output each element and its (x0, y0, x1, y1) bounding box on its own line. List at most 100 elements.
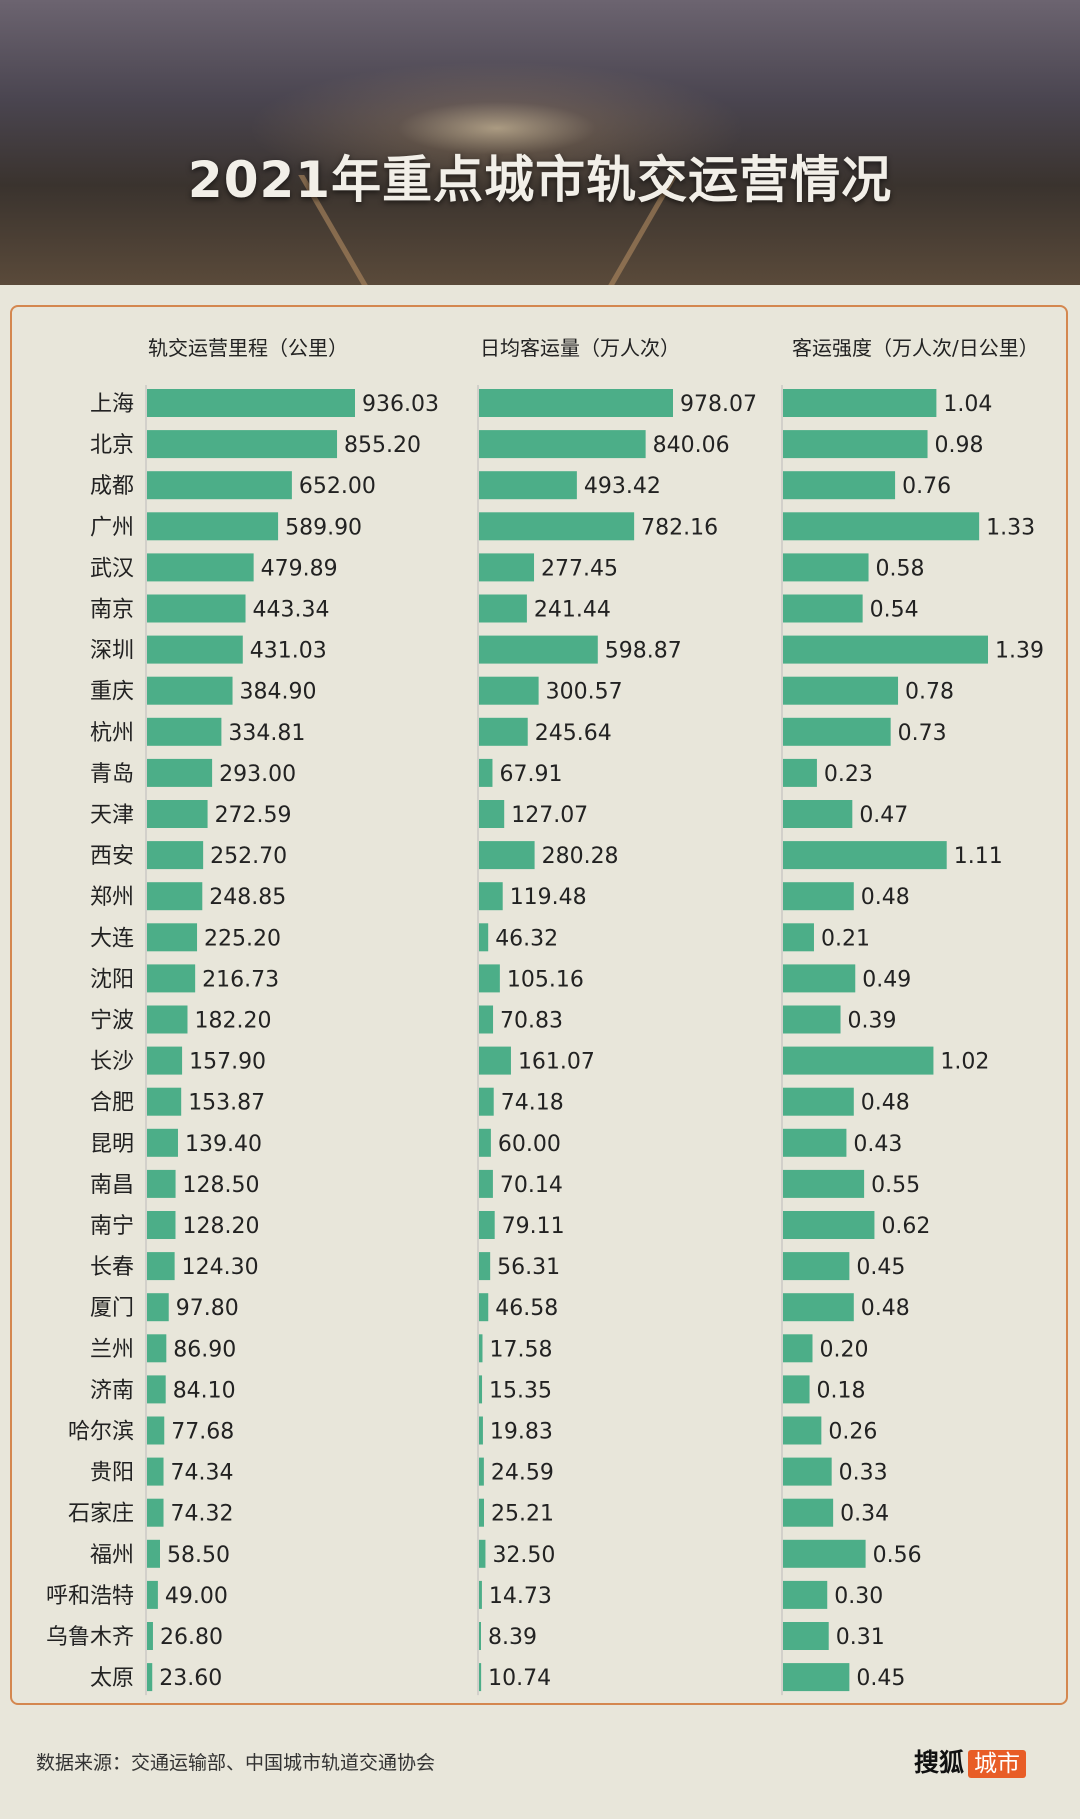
value-label: 161.07 (518, 1050, 595, 1075)
bar-1 (479, 964, 500, 993)
value-label: 0.58 (876, 556, 925, 581)
bar-2 (783, 635, 988, 664)
bar-1 (479, 1457, 484, 1486)
value-label: 157.90 (189, 1050, 266, 1075)
value-label: 58.50 (167, 1543, 230, 1568)
value-label: 0.43 (853, 1132, 902, 1157)
bar-0 (147, 1622, 153, 1650)
bar-2 (783, 1293, 854, 1322)
value-label: 128.50 (183, 1173, 260, 1198)
category-label: 贵阳 (90, 1461, 134, 1486)
value-label: 46.32 (495, 926, 558, 951)
bar-0 (147, 1293, 169, 1322)
bar-2 (783, 389, 937, 417)
bar-1 (479, 512, 635, 541)
category-label: 济南 (90, 1378, 134, 1403)
value-label: 127.07 (511, 803, 588, 828)
value-label: 384.90 (240, 680, 317, 705)
bar-0 (147, 1169, 176, 1198)
value-label: 0.55 (871, 1173, 920, 1198)
bar-2 (783, 964, 856, 993)
value-label: 293.00 (219, 762, 296, 787)
bar-1 (479, 676, 539, 705)
category-label: 广州 (90, 515, 134, 540)
bar-1 (479, 800, 505, 828)
value-label: 49.00 (165, 1584, 228, 1609)
value-label: 77.68 (171, 1420, 234, 1445)
value-label: 0.49 (862, 967, 911, 992)
value-label: 14.73 (489, 1584, 552, 1609)
value-label: 334.81 (228, 721, 305, 746)
data-source: 数据来源：交通运输部、中国城市轨道交通协会 (36, 1752, 436, 1774)
value-label: 241.44 (534, 598, 611, 623)
value-label: 153.87 (188, 1091, 265, 1116)
category-label: 乌鲁木齐 (46, 1625, 134, 1650)
value-label: 46.58 (495, 1296, 558, 1321)
bar-1 (479, 1087, 494, 1116)
chart-panel (10, 305, 1068, 1705)
category-label: 重庆 (90, 680, 134, 705)
category-label: 武汉 (90, 556, 134, 581)
bar-0 (147, 1416, 165, 1445)
value-label: 0.18 (817, 1378, 866, 1403)
value-label: 0.54 (870, 598, 919, 623)
bar-1 (479, 1622, 481, 1650)
bar-2 (783, 923, 814, 952)
value-label: 32.50 (492, 1543, 555, 1568)
bar-2 (783, 1457, 832, 1486)
value-label: 782.16 (641, 515, 718, 540)
value-label: 79.11 (502, 1214, 565, 1239)
category-label: 呼和浩特 (46, 1584, 134, 1609)
bar-0 (147, 1005, 188, 1034)
value-label: 0.45 (856, 1255, 905, 1280)
value-label: 216.73 (202, 967, 279, 992)
category-label: 南宁 (90, 1214, 134, 1239)
bar-2 (783, 512, 980, 541)
bar-0 (147, 1663, 153, 1692)
value-label: 300.57 (546, 680, 623, 705)
value-label: 17.58 (489, 1337, 552, 1362)
value-label: 855.20 (344, 433, 421, 458)
bar-1 (479, 1046, 511, 1075)
bar-1 (479, 882, 503, 911)
category-label: 长沙 (90, 1050, 134, 1075)
value-label: 0.33 (839, 1461, 888, 1486)
sohu-logo: 搜狐 城市 (914, 1743, 1027, 1779)
category-label: 南昌 (90, 1173, 134, 1198)
value-label: 0.73 (898, 721, 947, 746)
category-label: 昆明 (90, 1132, 134, 1157)
value-label: 119.48 (510, 885, 587, 910)
value-label: 25.21 (491, 1502, 554, 1527)
bar-0 (147, 471, 292, 500)
value-label: 24.59 (491, 1461, 554, 1486)
bar-0 (147, 1539, 160, 1568)
value-label: 60.00 (498, 1132, 561, 1157)
bar-0 (147, 882, 203, 911)
bar-0 (147, 1128, 178, 1157)
bar-1 (479, 841, 535, 870)
bar-1 (479, 1293, 489, 1322)
value-label: 0.48 (861, 1091, 910, 1116)
value-label: 493.42 (584, 474, 661, 499)
bar-1 (479, 1416, 483, 1445)
col-header-intensity: 客运强度（万人次/日公里） (792, 336, 1039, 360)
bar-2 (783, 1252, 850, 1281)
bar-0 (147, 1498, 164, 1527)
bar-0 (147, 1087, 182, 1116)
bar-1 (479, 1211, 495, 1239)
value-label: 86.90 (173, 1337, 236, 1362)
value-label: 0.34 (840, 1502, 889, 1527)
category-label: 杭州 (90, 721, 134, 746)
value-label: 652.00 (299, 474, 376, 499)
bar-1 (479, 471, 577, 500)
bar-2 (783, 758, 817, 787)
bar-0 (147, 594, 246, 623)
bar-1 (479, 923, 489, 952)
category-label: 宁波 (90, 1009, 134, 1034)
bar-2 (783, 553, 869, 582)
value-label: 0.45 (856, 1666, 905, 1691)
value-label: 182.20 (194, 1009, 271, 1034)
value-label: 19.83 (490, 1420, 553, 1445)
category-label: 北京 (90, 433, 134, 458)
value-label: 15.35 (489, 1378, 552, 1403)
